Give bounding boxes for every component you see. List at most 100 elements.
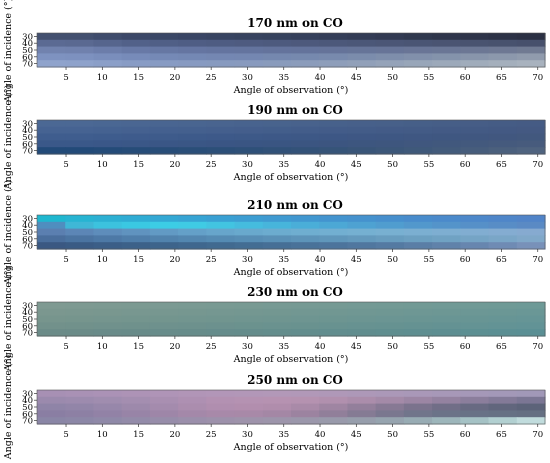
heatmap-cell <box>516 329 546 337</box>
heatmap-cell <box>460 228 490 236</box>
heatmap-cell <box>347 53 377 61</box>
heatmap-cell <box>206 133 236 141</box>
heatmap-cell <box>488 140 518 148</box>
heatmap-cell <box>291 215 320 223</box>
heatmap-cell <box>178 53 207 61</box>
heatmap-cell <box>403 396 433 405</box>
x-tick-label: 60 <box>460 342 471 352</box>
heatmap-cell <box>488 396 518 405</box>
heatmap-cell <box>432 228 461 236</box>
heatmap-cell <box>93 140 123 148</box>
heatmap-cell <box>65 235 95 243</box>
heatmap-cell <box>488 33 518 41</box>
heatmap-cell <box>460 315 490 323</box>
heatmap-cell <box>121 33 151 41</box>
heatmap-cell <box>403 46 433 54</box>
heatmap-cell <box>65 410 95 418</box>
heatmap-cell <box>432 302 461 310</box>
heatmap-cell <box>178 410 207 418</box>
heatmap-cell <box>347 147 377 155</box>
heatmap-cell <box>93 126 123 135</box>
heatmap-cell <box>65 308 95 317</box>
heatmap-cell <box>347 33 377 41</box>
heatmap-cell <box>262 390 292 398</box>
heatmap-cell <box>234 329 264 337</box>
heatmap-cell <box>149 221 179 230</box>
y-tick-label: 70 <box>22 60 33 70</box>
heatmap-cell <box>206 46 236 54</box>
heatmap-cell <box>516 410 546 418</box>
x-tick-label: 35 <box>278 342 289 352</box>
heatmap-cell <box>206 302 236 310</box>
heatmap-cell <box>37 329 66 337</box>
heatmap-cell <box>234 396 264 405</box>
heatmap-cell <box>432 410 461 418</box>
heatmap-cell <box>347 215 377 223</box>
heatmap-cell <box>65 140 95 148</box>
heatmap-cell <box>375 39 405 48</box>
heatmap-cell <box>178 403 207 411</box>
heatmap-cell <box>234 322 264 330</box>
heatmap-cell <box>460 302 490 310</box>
heatmap-cell <box>375 140 405 148</box>
heatmap-cell <box>262 322 292 330</box>
x-tick-label: 70 <box>532 430 543 440</box>
x-tick-label: 40 <box>315 73 326 83</box>
heatmap-cell <box>149 53 179 61</box>
heatmap-cell <box>121 417 151 425</box>
heatmap-cell <box>37 322 66 330</box>
heatmap-cell <box>121 46 151 54</box>
heatmap-cell <box>65 390 95 398</box>
heatmap-cell <box>37 403 66 411</box>
heatmap-cell <box>93 308 123 317</box>
heatmap-cell <box>319 396 349 405</box>
heatmap-cell <box>234 39 264 48</box>
x-axis-label: Angle of observation (°) <box>233 354 349 365</box>
heatmap-cell <box>403 221 433 230</box>
heatmap-cell <box>375 302 405 310</box>
heatmap-cell <box>234 417 264 425</box>
heatmap-cell <box>262 60 292 68</box>
y-axis-label: Angle of incidence (°) <box>3 267 14 372</box>
heatmap-cell <box>206 329 236 337</box>
x-axis-label: Angle of observation (°) <box>233 442 349 453</box>
heatmap-cell <box>403 390 433 398</box>
heatmap-cell <box>178 235 207 243</box>
heatmap-cell <box>234 215 264 223</box>
heatmap-cell <box>375 33 405 41</box>
heatmap-cell <box>516 33 546 41</box>
heatmap-cell <box>291 133 320 141</box>
y-tick-label: 50 <box>22 228 33 238</box>
x-tick-label: 10 <box>97 342 108 352</box>
x-tick-label: 40 <box>315 160 326 170</box>
heatmap-cell <box>516 126 546 135</box>
heatmap-cell <box>262 302 292 310</box>
heatmap-cell <box>149 46 179 54</box>
heatmap-cell <box>121 221 151 230</box>
heatmap-cell <box>375 322 405 330</box>
heatmap-cell <box>347 242 377 250</box>
heatmap-cell <box>403 242 433 250</box>
x-tick-label: 50 <box>387 430 398 440</box>
heatmap-cell <box>488 39 518 48</box>
x-tick-label: 55 <box>423 73 434 83</box>
heatmap-cell <box>206 39 236 48</box>
heatmap-cell <box>93 322 123 330</box>
heatmap-cell <box>516 315 546 323</box>
heatmap-cell <box>291 235 320 243</box>
heatmap-cell <box>65 242 95 250</box>
heatmap-cell <box>516 235 546 243</box>
y-tick-label: 60 <box>22 410 33 420</box>
heatmap-cell <box>121 39 151 48</box>
heatmap-cell <box>432 147 461 155</box>
x-tick-label: 35 <box>278 73 289 83</box>
y-tick-label: 60 <box>22 140 33 150</box>
heatmap-cell <box>460 133 490 141</box>
heatmap-cell <box>403 215 433 223</box>
heatmap-cell <box>460 322 490 330</box>
heatmap-cell <box>375 242 405 250</box>
heatmap-cell <box>488 417 518 425</box>
x-tick-label: 50 <box>387 255 398 265</box>
heatmap-cell <box>460 242 490 250</box>
heatmap-cell <box>262 126 292 135</box>
